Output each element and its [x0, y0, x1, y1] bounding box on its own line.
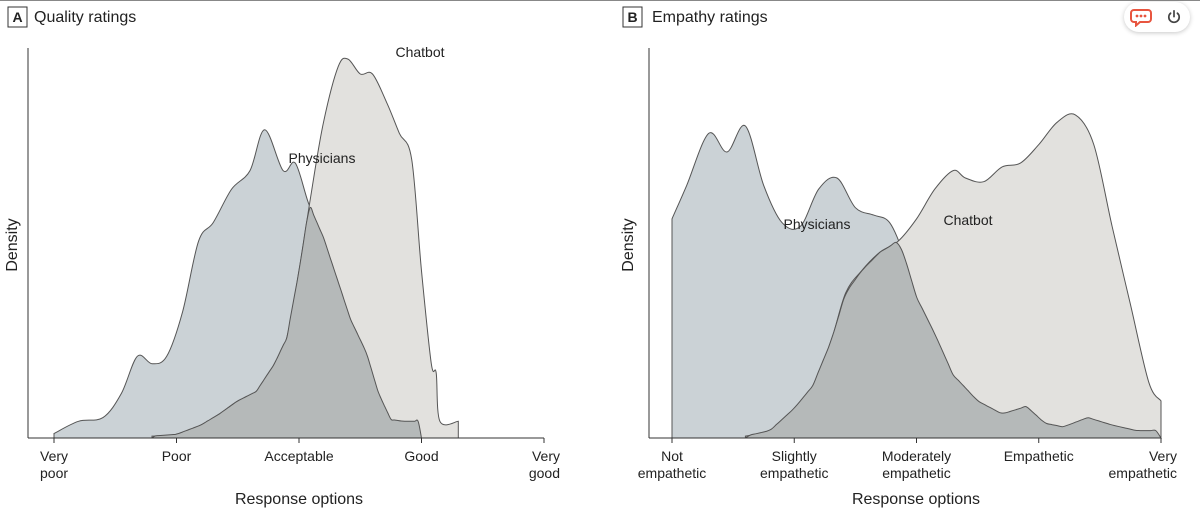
panel-badge — [622, 6, 643, 28]
floating-widget — [1124, 2, 1190, 32]
curve-label-physicians: Physicians — [784, 216, 851, 232]
x-tick-label: Very — [532, 448, 560, 464]
x-tick-label: empathetic — [1109, 465, 1177, 481]
x-tick-label: empathetic — [760, 465, 828, 481]
x-axis-label: Response options — [852, 491, 980, 508]
x-tick-label: Acceptable — [264, 448, 333, 464]
x-tick-label: Slightly — [772, 448, 817, 464]
y-axis-label: Density — [620, 218, 637, 271]
area-overlap — [743, 241, 1162, 439]
x-tick-label: Very — [1149, 448, 1177, 464]
panel-b-empathy-ratings: B Empathy ratingsNotempatheticSlightlyemp… — [620, 6, 1177, 508]
panel-letter: A — [12, 9, 22, 25]
x-axis-label: Response options — [235, 491, 363, 508]
panel-title: Empathy ratings — [652, 9, 768, 26]
panel-title: Quality ratings — [34, 9, 136, 26]
curve-label-physicians: Physicians — [289, 150, 356, 166]
x-tick-label: Good — [404, 448, 438, 464]
panel-badge — [7, 6, 28, 28]
curve-label-chatbot: Chatbot — [395, 44, 444, 60]
x-tick-label: Moderately — [882, 448, 951, 464]
x-tick-label: Empathetic — [1004, 448, 1074, 464]
x-tick-label: Not — [661, 448, 683, 464]
panel-letter: B — [627, 9, 637, 25]
power-icon[interactable] — [1162, 5, 1186, 29]
y-axis-label: Density — [4, 218, 21, 271]
area-overlap — [150, 206, 423, 439]
x-tick-label: good — [529, 465, 560, 481]
x-tick-label: empathetic — [882, 465, 950, 481]
x-tick-label: Very — [40, 448, 68, 464]
x-tick-label: empathetic — [638, 465, 706, 481]
x-tick-label: Poor — [162, 448, 192, 464]
curve-label-chatbot: Chatbot — [943, 212, 992, 228]
chat-bubble-icon[interactable] — [1129, 5, 1153, 29]
x-tick-label: poor — [40, 465, 68, 481]
